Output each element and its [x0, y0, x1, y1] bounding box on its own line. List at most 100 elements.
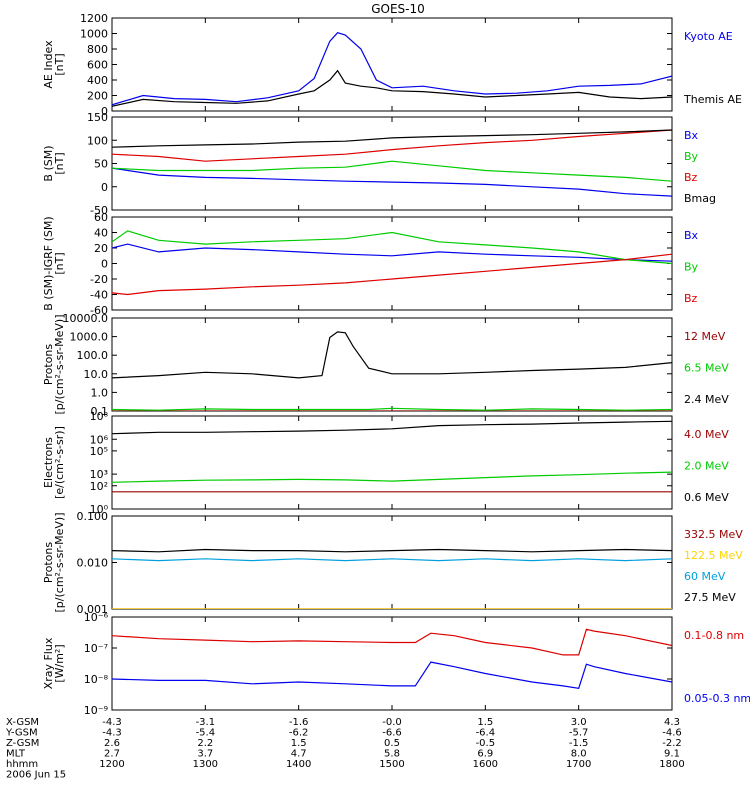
legend-entry: 60 MeV [684, 570, 726, 583]
series-line-0-6-mev [112, 420, 672, 435]
series-line-27-5-mev [112, 548, 672, 553]
ephemeris-value: -4.6 [662, 728, 682, 739]
legend-entry: By [684, 150, 699, 163]
legend-entry: Bz [684, 292, 698, 305]
ephemeris-value: -6.6 [382, 728, 402, 739]
legend-entry: By [684, 261, 699, 274]
y-tick-label: 0 [101, 105, 108, 118]
y-tick-label: -20 [90, 273, 108, 286]
ephemeris-value: -3.1 [196, 717, 216, 728]
panel-frame [111, 17, 673, 112]
ephemeris-value: 3.7 [197, 749, 213, 760]
y-tick-label: 1200 [80, 12, 108, 25]
legend-entry: Bx [684, 129, 699, 142]
ephemeris-value: -6.2 [289, 728, 309, 739]
ephemeris-value: 1500 [379, 759, 404, 770]
y-tick-label: 0 [101, 258, 108, 271]
y-tick-label: 600 [87, 59, 108, 72]
legend-entry: 2.0 MeV [684, 460, 729, 473]
series-line-kyoto-ae [112, 32, 672, 106]
ephemeris-value: 1400 [286, 759, 311, 770]
y-axis-label: [W/m²] [53, 644, 66, 682]
ephemeris-row-label: X-GSM [6, 717, 39, 728]
y-axis-label: [nT] [53, 252, 66, 274]
legend-entry: Bx [684, 229, 699, 242]
y-tick-label: 100 [87, 134, 108, 147]
y-tick-label: -50 [90, 204, 108, 217]
y-tick-label: 50 [94, 158, 108, 171]
legend-entry: 2.4 MeV [684, 393, 729, 406]
ephemeris-value: -0.5 [476, 738, 496, 749]
legend-entry: 6.5 MeV [684, 362, 729, 375]
ephemeris-value: 1.5 [291, 738, 307, 749]
ephemeris-value: 5.8 [384, 749, 400, 760]
panel-xray: 10⁻⁹ 10⁻⁸ 10⁻⁷ 10⁻⁶ Xray Flux[W/m²] 0.1-0.8 n… [42, 611, 750, 717]
y-axis-label: [p/(cm²-s-sr-MeV)] [53, 315, 66, 415]
ephemeris-value: 1.5 [477, 717, 493, 728]
series-line-bx [112, 167, 672, 197]
y-axis-label: Electrons [42, 437, 55, 488]
y-axis-label: Protons [42, 542, 55, 583]
plot-date: 2006 Jun 15 [6, 770, 66, 781]
y-tick-label: 0.001 [77, 603, 109, 616]
y-tick-label: 10⁵ [90, 445, 108, 458]
y-tick-label: 1000.0 [70, 331, 109, 344]
y-tick-label: 0 [101, 181, 108, 194]
y-axis-label: B (SM)-IGRF (SM) [42, 216, 55, 310]
series-line-by [112, 230, 672, 265]
legend-entry: 332.5 MeV [684, 528, 743, 541]
y-tick-label: 1000 [80, 28, 108, 41]
ephemeris-value: 0.5 [384, 738, 400, 749]
y-axis-label: [e/(cm²-s-sr)] [53, 426, 66, 499]
y-tick-label: 10⁻⁹ [84, 704, 108, 717]
ephemeris-value: -2.2 [662, 738, 682, 749]
ephemeris-value: 1200 [99, 759, 124, 770]
panel-ae: 0 200 400 600 800 1000 1200 AE Index[nT] Kyoto A… [42, 12, 742, 118]
series-line-themis-ae [112, 69, 672, 107]
ephemeris-value: -0.0 [382, 717, 402, 728]
y-tick-label: 0.100 [77, 510, 109, 523]
legend-entry: 0.05-0.3 nm [684, 692, 750, 705]
ephemeris-value: 8.0 [571, 749, 587, 760]
series-line-2-4-mev [112, 331, 672, 379]
ephemeris-value: -6.4 [476, 728, 496, 739]
ephemeris-row-label: MLT [6, 749, 26, 760]
ephemeris-value: 2.6 [104, 738, 120, 749]
legend-entry: 122.5 MeV [684, 549, 743, 562]
y-tick-label: 20 [94, 242, 108, 255]
panel-frame [111, 216, 673, 311]
legend-entry: Kyoto AE [684, 30, 733, 43]
y-axis-label: [p/(cm²-s-sr-MeV)] [53, 513, 66, 613]
legend-entry: 4.0 MeV [684, 428, 729, 441]
y-tick-label: 100.0 [77, 349, 109, 362]
ephemeris-row-label: Z-GSM [6, 738, 39, 749]
ephemeris-value: -1.5 [569, 738, 589, 749]
y-tick-label: 10⁻⁸ [84, 673, 109, 686]
ephemeris-value: 2.2 [197, 738, 213, 749]
y-tick-label: 10⁶ [90, 433, 109, 446]
legend-entry: Bmag [684, 192, 716, 205]
ephemeris-value: -1.6 [289, 717, 309, 728]
series-line-0-1-0-8-nm [112, 628, 672, 656]
y-tick-label: 200 [87, 90, 108, 103]
y-axis-label: [nT] [53, 53, 66, 75]
panel-protons2: 0.001 0.010 0.100 Protons[p/(cm²-s-sr-MeV)]… [42, 510, 743, 616]
panel-frame [111, 116, 673, 211]
legend-entry: 12 MeV [684, 330, 726, 343]
series-line-bz [112, 253, 672, 296]
panel-frame [111, 515, 673, 610]
panel-bdiff: -60 -40 -20 0 20 40 60 B (SM)-IGRF (SM)[nT] Bx By… [42, 211, 699, 317]
y-tick-label: 40 [94, 227, 108, 240]
legend-entry: 0.1-0.8 nm [684, 629, 744, 642]
panel-frame [111, 415, 673, 510]
legend-entry: 27.5 MeV [684, 591, 736, 604]
y-tick-label: 10² [90, 480, 108, 493]
legend-entry: 0.6 MeV [684, 491, 729, 504]
y-tick-label: 10⁻⁶ [84, 611, 109, 624]
series-line-6-5-mev [112, 407, 672, 411]
y-tick-label: 0.1 [91, 405, 109, 418]
ephemeris-value: -5.7 [569, 728, 589, 739]
